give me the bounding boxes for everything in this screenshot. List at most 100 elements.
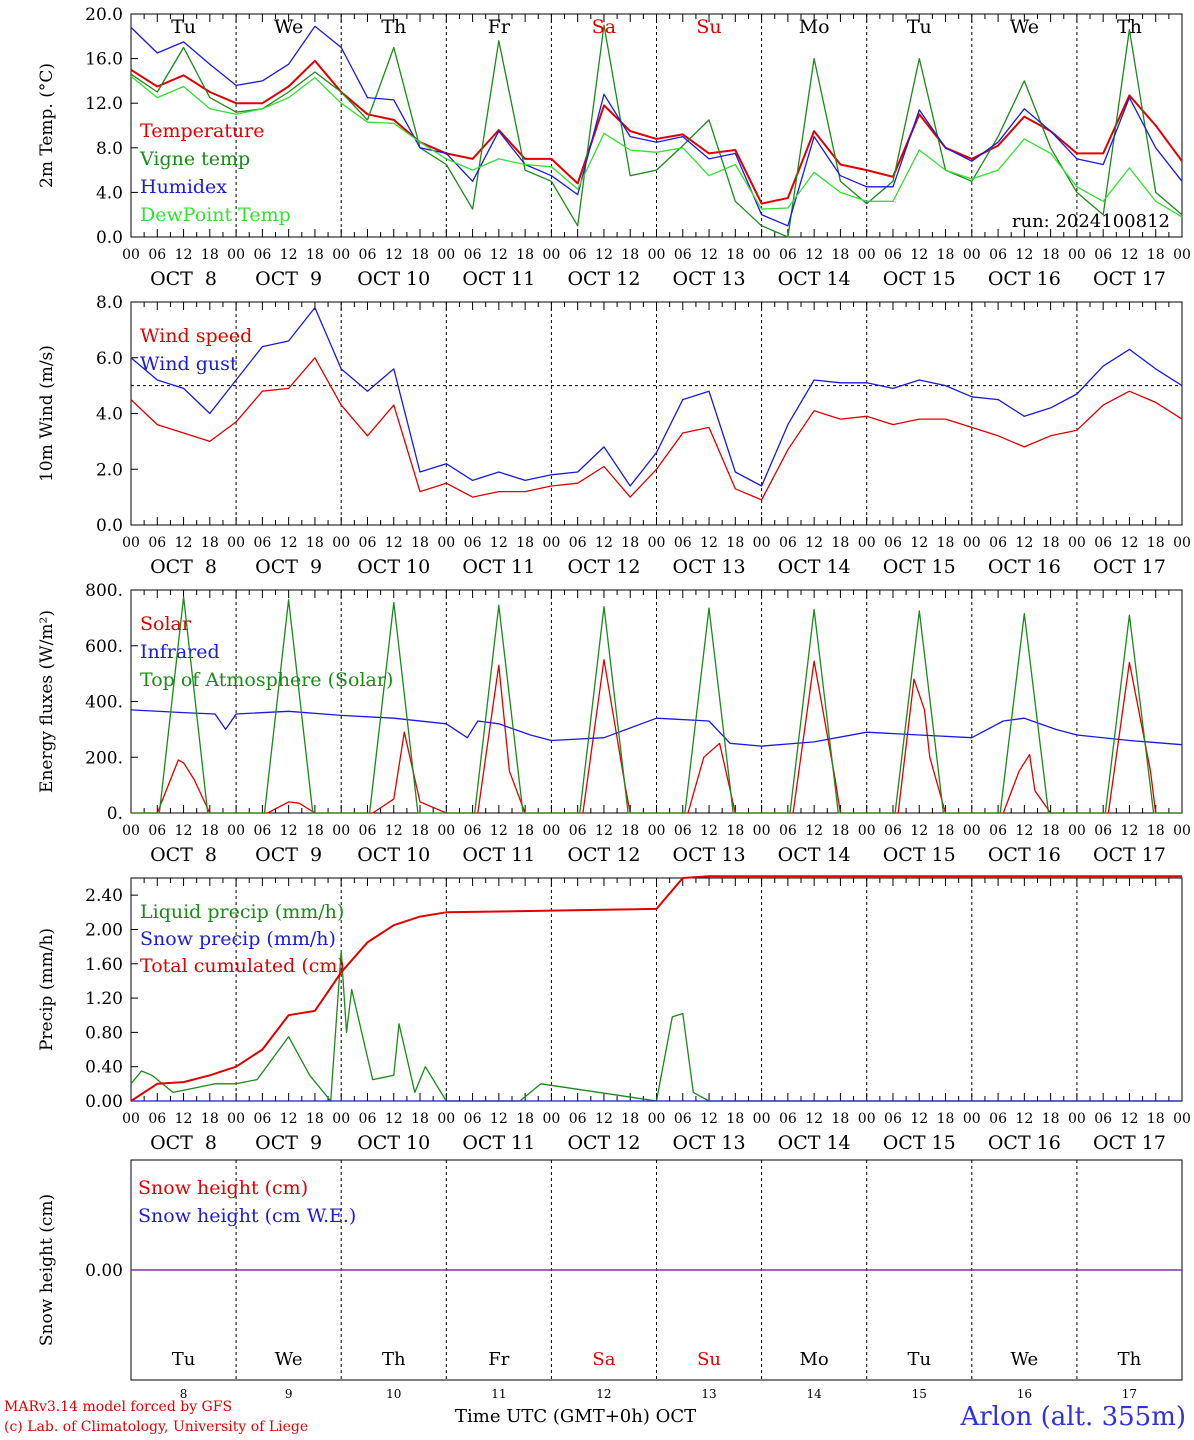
hour-tick-label: 18	[726, 247, 744, 263]
date-label: OCT 10	[357, 556, 430, 578]
hour-tick-label: 18	[306, 247, 324, 263]
y-tick-label: 0.	[107, 804, 123, 824]
y-axis-label: Energy fluxes (W/m²)	[37, 610, 57, 793]
hour-tick-label: 06	[253, 1111, 271, 1127]
y-tick-label: 8.0	[96, 139, 123, 159]
hour-tick-label: 00	[963, 247, 981, 263]
hour-tick-label: 18	[726, 535, 744, 551]
hour-tick-label: 00	[542, 535, 560, 551]
hour-tick-label: 18	[201, 247, 219, 263]
hour-tick-label: 18	[516, 823, 534, 839]
series-line	[130, 950, 1182, 1102]
date-label: OCT 17	[1093, 1132, 1166, 1154]
date-label: OCT 14	[778, 556, 851, 578]
date-label: OCT 8	[150, 844, 217, 866]
day-name-label: We	[274, 16, 303, 38]
hour-tick-label: 18	[832, 1111, 850, 1127]
hour-tick-label: 00	[1173, 823, 1191, 839]
hour-tick-label: 12	[385, 823, 403, 839]
hour-tick-label: 06	[253, 535, 271, 551]
y-tick-label: 2.00	[85, 920, 123, 940]
hour-tick-label: 18	[1042, 535, 1060, 551]
hour-tick-label: 18	[1042, 823, 1060, 839]
station-label: Arlon (alt. 355m)	[960, 1402, 1186, 1432]
hour-tick-label: 00	[437, 535, 455, 551]
day-number-label: 11	[491, 1387, 506, 1401]
hour-tick-label: 06	[148, 823, 166, 839]
y-tick-label: 2.40	[85, 886, 123, 906]
hour-tick-label: 12	[1015, 535, 1033, 551]
hour-tick-label: 06	[569, 823, 587, 839]
hour-tick-label: 18	[621, 1111, 639, 1127]
legend-entry: Solar	[140, 613, 192, 635]
y-tick-label: 0.80	[85, 1023, 123, 1043]
hour-tick-label: 12	[490, 1111, 508, 1127]
hour-tick-label: 00	[1068, 823, 1086, 839]
hour-tick-label: 12	[175, 1111, 193, 1127]
legend-entry: Snow precip (mm/h)	[140, 928, 336, 950]
hour-tick-label: 06	[989, 823, 1007, 839]
hour-tick-label: 12	[490, 247, 508, 263]
hour-tick-label: 06	[359, 247, 377, 263]
hour-tick-label: 06	[1094, 823, 1112, 839]
day-name-label: We	[1011, 1349, 1039, 1370]
hour-tick-label: 18	[516, 535, 534, 551]
hour-tick-label: 18	[411, 247, 429, 263]
hour-tick-label: 06	[253, 823, 271, 839]
hour-tick-label: 06	[779, 535, 797, 551]
model-credit: MARv3.14 model forced by GFS	[4, 1399, 233, 1415]
date-label: OCT 9	[255, 844, 322, 866]
date-label: OCT 10	[357, 268, 430, 290]
date-label: OCT 11	[462, 844, 535, 866]
hour-tick-label: 00	[648, 823, 666, 839]
hour-tick-label: 18	[1147, 247, 1165, 263]
hour-tick-label: 06	[148, 247, 166, 263]
hour-tick-label: 12	[595, 1111, 613, 1127]
date-label: OCT 16	[988, 1132, 1061, 1154]
hour-tick-label: 18	[1147, 535, 1165, 551]
hour-tick-label: 18	[201, 823, 219, 839]
hour-tick-label: 12	[1015, 1111, 1033, 1127]
y-tick-label: 400.	[85, 693, 123, 713]
hour-tick-label: 00	[1173, 535, 1191, 551]
hour-tick-label: 18	[832, 247, 850, 263]
date-label: OCT 10	[357, 1132, 430, 1154]
hour-tick-label: 12	[280, 823, 298, 839]
y-tick-label: 1.60	[85, 955, 123, 975]
hour-tick-label: 00	[1068, 1111, 1086, 1127]
hour-tick-label: 06	[674, 1111, 692, 1127]
y-tick-label: 16.0	[85, 50, 123, 70]
date-label: OCT 15	[883, 1132, 956, 1154]
hour-tick-label: 12	[700, 1111, 718, 1127]
y-tick-label: 0.0	[96, 516, 123, 536]
hour-tick-label: 12	[280, 1111, 298, 1127]
y-tick-label: 6.0	[96, 349, 123, 369]
hour-tick-label: 12	[280, 535, 298, 551]
day-name-label: Su	[696, 16, 721, 38]
date-label: OCT 9	[255, 1132, 322, 1154]
date-label: OCT 12	[567, 844, 640, 866]
hour-tick-label: 12	[1015, 247, 1033, 263]
hour-tick-label: 06	[779, 1111, 797, 1127]
date-label: OCT 17	[1093, 844, 1166, 866]
hour-tick-label: 18	[411, 823, 429, 839]
series-line	[130, 25, 1183, 227]
hour-tick-label: 06	[884, 1111, 902, 1127]
hour-tick-label: 06	[1094, 247, 1112, 263]
hour-tick-label: 12	[700, 535, 718, 551]
date-label: OCT 14	[778, 1132, 851, 1154]
date-label: OCT 16	[988, 844, 1061, 866]
date-label: OCT 10	[357, 844, 430, 866]
legend-entry: Infrared	[140, 641, 220, 663]
hour-tick-label: 18	[937, 247, 955, 263]
legend-entry: Top of Atmosphere (Solar)	[140, 669, 393, 691]
hour-tick-label: 00	[1173, 247, 1191, 263]
panel-frame	[130, 589, 1183, 814]
y-tick-label: 4.0	[96, 405, 123, 425]
date-label: OCT 12	[567, 268, 640, 290]
hour-tick-label: 18	[726, 823, 744, 839]
day-name-label: Tu	[907, 16, 932, 38]
legend-entry: Temperature	[140, 120, 264, 142]
y-tick-label: 4.0	[96, 183, 123, 203]
hour-tick-label: 18	[411, 535, 429, 551]
